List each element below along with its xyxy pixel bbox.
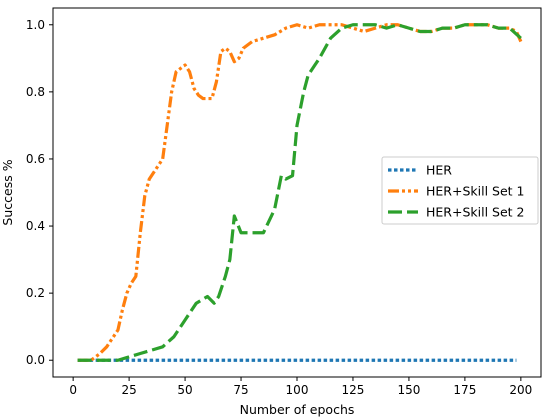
x-axis-ticks: 0 25 50 75 100 125 150 175 200 (69, 377, 532, 397)
x-tick-label: 75 (233, 383, 248, 397)
legend-box (381, 156, 539, 225)
x-tick-label: 100 (286, 383, 309, 397)
x-tick-label: 50 (177, 383, 192, 397)
x-tick-label: 125 (342, 383, 365, 397)
x-tick-label: 200 (509, 383, 532, 397)
plot-lines (77, 23, 523, 362)
y-tick-label: 0.8 (26, 85, 45, 99)
y-tick-label: 0.0 (26, 353, 45, 367)
y-axis-label: Success % (0, 159, 15, 225)
legend: HER HER+Skill Set 1 HER+Skill Set 2 (381, 156, 539, 225)
x-tick-label: 0 (69, 383, 77, 397)
x-tick-label: 175 (453, 383, 476, 397)
legend-label-3: HER+Skill Set 2 (426, 205, 524, 220)
legend-label-1: HER (426, 163, 452, 178)
y-axis-ticks: 0.0 0.2 0.4 0.6 0.8 1.0 (26, 18, 53, 367)
y-tick-label: 0.4 (26, 219, 45, 233)
x-tick-label: 25 (121, 383, 136, 397)
series-line-3 (77, 23, 522, 362)
legend-label-2: HER+Skill Set 1 (426, 184, 524, 199)
y-tick-label: 1.0 (26, 18, 45, 32)
y-tick-label: 0.2 (26, 286, 45, 300)
y-tick-label: 0.6 (26, 152, 45, 166)
x-tick-label: 150 (397, 383, 420, 397)
x-axis-label: Number of epochs (240, 402, 355, 417)
